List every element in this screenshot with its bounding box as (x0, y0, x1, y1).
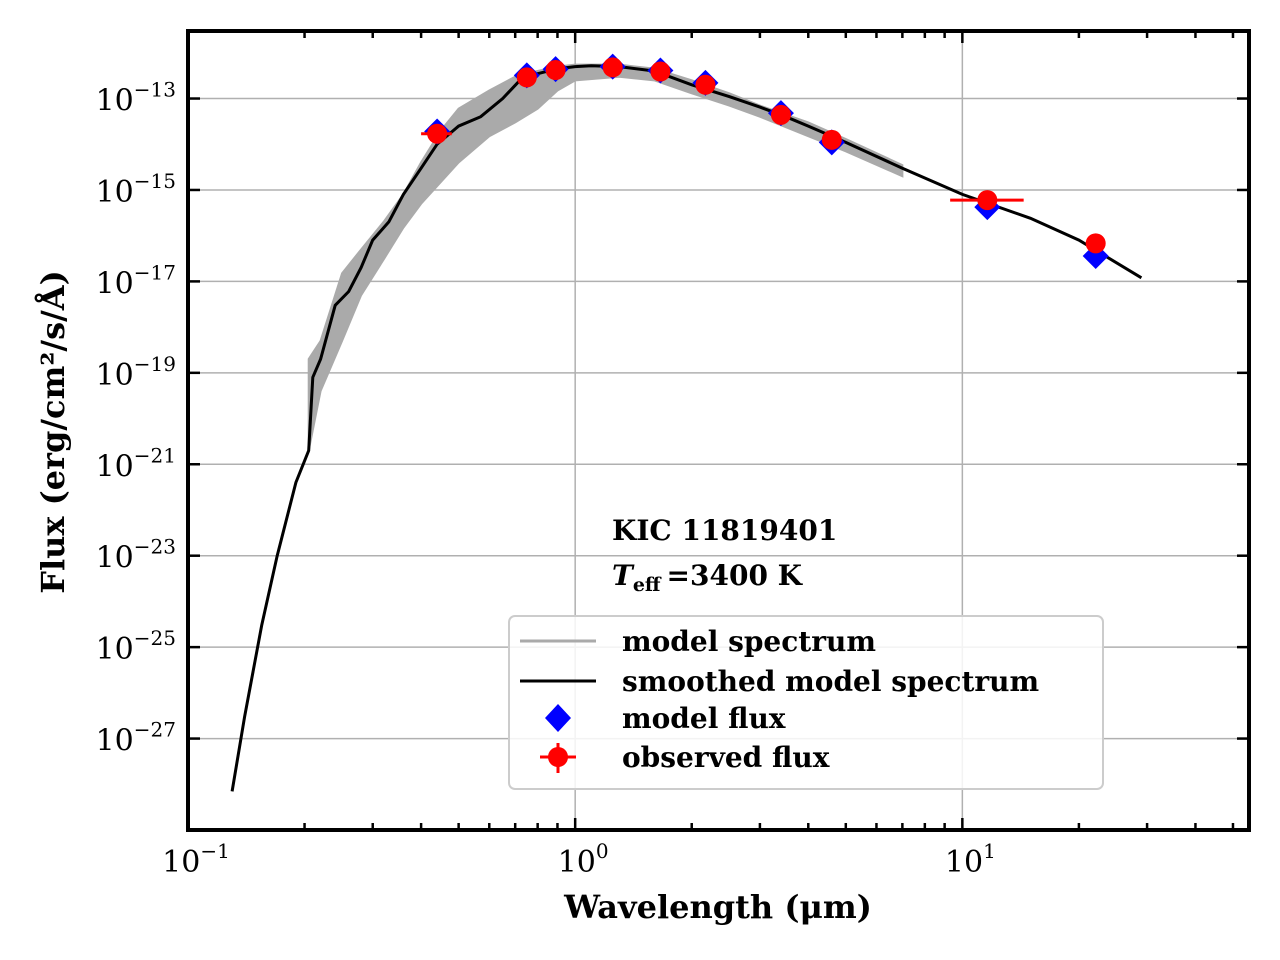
x-tick-label-base: 10 (162, 845, 200, 880)
x-axis-title: Wavelength (μm) (563, 888, 872, 926)
x-tick-label-base: 10 (558, 845, 596, 880)
axes (186, 29, 1251, 832)
legend-box (508, 615, 1104, 790)
observed-flux-point (821, 129, 842, 150)
y-tick-label-base: 10 (96, 724, 134, 759)
observed-flux-point (695, 74, 716, 95)
legend-label-model-spectrum: model spectrum (622, 625, 876, 658)
annotation-teff-sub: eff (633, 574, 662, 596)
legend-label-model-flux: model flux (622, 702, 786, 735)
x-tick-label: 10−1 (162, 839, 230, 880)
smoothed-model-spectrum (230, 64, 1143, 792)
observed-flux-point (545, 60, 566, 81)
y-tick-label: 10−23 (96, 535, 176, 576)
observed-flux-point (602, 57, 623, 78)
y-tick-label: 10−25 (96, 626, 176, 667)
annotation-teff-value: =3400 K (667, 559, 804, 592)
y-tick-label: 10−21 (96, 443, 176, 484)
annotation-star-name: KIC 11819401 (612, 514, 837, 547)
y-tick-label-exp: −21 (134, 443, 176, 467)
flux-markers (421, 53, 1109, 269)
y-tick-label-exp: −17 (134, 260, 176, 284)
y-tick-label: 10−27 (96, 718, 176, 759)
smoothed-model-spectrum-line (230, 64, 1143, 792)
y-tick-label-exp: −25 (134, 626, 176, 650)
y-tick-label: 10−13 (96, 78, 176, 119)
observed-flux-point (770, 104, 791, 125)
y-tick-label-base: 10 (96, 449, 134, 484)
model-spectrum-band (307, 63, 904, 451)
y-tick-label-exp: −13 (134, 78, 176, 102)
tick-labels: 10−1 100 10110−1310−1510−1710−1910−2110−23… (96, 78, 996, 880)
legend: model spectrum smoothed model spectrum m… (508, 615, 1104, 790)
y-tick-label: 10−19 (96, 352, 176, 393)
annotation-teff-symbol: T (612, 559, 635, 592)
annotation-teff: Teff =3400 K (612, 559, 804, 596)
observed-flux-point (650, 61, 671, 82)
y-tick-label-base: 10 (96, 632, 134, 667)
y-axis-title: Flux (erg/cm²/s/Å) (34, 270, 72, 594)
x-tick-label-base: 10 (945, 845, 983, 880)
observed-flux-point (427, 123, 448, 144)
legend-swatch-observed-flux (548, 747, 568, 767)
observed-flux-point (1085, 233, 1106, 254)
legend-label-smoothed: smoothed model spectrum (622, 665, 1039, 698)
legend-label-observed-flux: observed flux (622, 741, 830, 774)
y-tick-label-base: 10 (96, 175, 134, 210)
y-tick-label-base: 10 (96, 358, 134, 393)
x-tick-label-exp: 0 (596, 839, 609, 863)
y-tick-label-exp: −23 (134, 535, 176, 559)
observed-flux-point (977, 190, 998, 211)
model-spectrum-area (307, 63, 904, 451)
y-tick-label-exp: −15 (134, 169, 176, 193)
observed-flux-point (516, 67, 537, 88)
y-tick-label-base: 10 (96, 266, 134, 301)
legend-swatch-model-flux (545, 704, 571, 732)
y-tick-label: 10−17 (96, 260, 176, 301)
y-tick-label-exp: −19 (134, 352, 176, 376)
x-tick-label-exp: −1 (200, 839, 229, 863)
y-tick-label: 10−15 (96, 169, 176, 210)
y-tick-label-exp: −27 (134, 718, 176, 742)
y-tick-label-base: 10 (96, 541, 134, 576)
x-tick-label: 101 (945, 839, 996, 880)
y-tick-label-base: 10 (96, 84, 134, 119)
plot-frame (186, 29, 1251, 832)
x-tick-label: 100 (558, 839, 609, 880)
x-tick-label-exp: 1 (983, 839, 996, 863)
